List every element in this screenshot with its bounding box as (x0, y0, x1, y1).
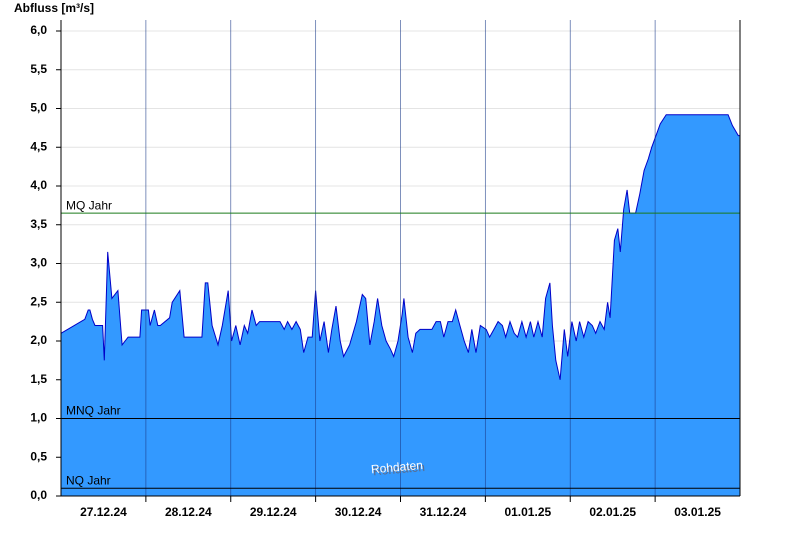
reference-label: NQ Jahr (66, 473, 111, 487)
x-tick-label: 03.01.25 (674, 505, 721, 519)
line (60, 114, 740, 380)
reference-label: MQ Jahr (66, 198, 112, 212)
y-tick-label: 3,0 (30, 256, 47, 270)
y-tick-label: 1,0 (30, 411, 47, 425)
y-tick-label: 4,0 (30, 178, 47, 192)
y-tick-label: 5,5 (30, 62, 47, 76)
x-tick-label: 30.12.24 (335, 505, 382, 519)
y-tick-label: 3,5 (30, 217, 47, 231)
x-tick-label: 31.12.24 (420, 505, 467, 519)
watermark: Rohdaten (370, 458, 423, 476)
y-tick-label: 0,5 (30, 449, 47, 463)
y-tick-label: 2,0 (30, 333, 47, 347)
y-tick-label: 5,0 (30, 101, 47, 115)
y-tick-label: 1,5 (30, 372, 47, 386)
x-tick-label: 02.01.25 (589, 505, 636, 519)
x-tick-label: 28.12.24 (165, 505, 212, 519)
x-tick-label: 01.01.25 (504, 505, 551, 519)
y-tick-label: 4,5 (30, 139, 47, 153)
x-tick-label: 29.12.24 (250, 505, 297, 519)
y-tick-label: 0,0 (30, 488, 47, 502)
chart-title: Abfluss [m³/s] (14, 1, 94, 15)
reference-label: MNQ Jahr (66, 404, 121, 418)
y-tick-label: 2,5 (30, 294, 47, 308)
x-tick-label: 27.12.24 (80, 505, 127, 519)
watermark-shadow: Rohdaten (372, 460, 425, 478)
y-tick-label: 6,0 (30, 23, 47, 37)
